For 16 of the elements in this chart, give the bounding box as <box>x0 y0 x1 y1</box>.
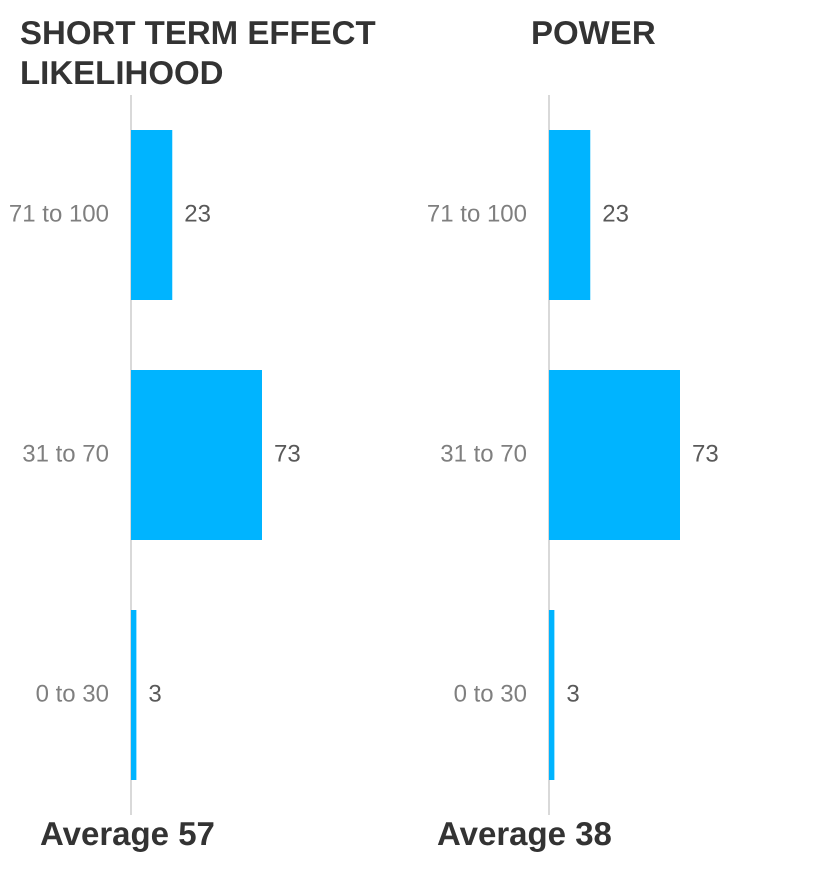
y-tick-label: 0 to 30 <box>36 680 109 708</box>
data-label: 73 <box>692 440 719 468</box>
annotation: Average 57 <box>40 814 215 854</box>
data-label: 23 <box>602 200 629 228</box>
y-tick-label: 71 to 100 <box>426 200 527 228</box>
y-tick-label: 31 to 70 <box>22 440 109 468</box>
data-label: 3 <box>148 680 162 708</box>
y-tick-label: 31 to 70 <box>440 440 527 468</box>
chart-title: SHORT TERM EFFECT LIKELIHOOD <box>20 13 377 93</box>
annotation: Average 38 <box>437 814 612 854</box>
data-label: 73 <box>274 440 301 468</box>
data-label: 3 <box>566 680 580 708</box>
data-label: 23 <box>184 200 211 228</box>
chart-title: POWER <box>531 13 657 53</box>
y-tick-label: 71 to 100 <box>8 200 109 228</box>
y-tick-label: 0 to 30 <box>454 680 527 708</box>
